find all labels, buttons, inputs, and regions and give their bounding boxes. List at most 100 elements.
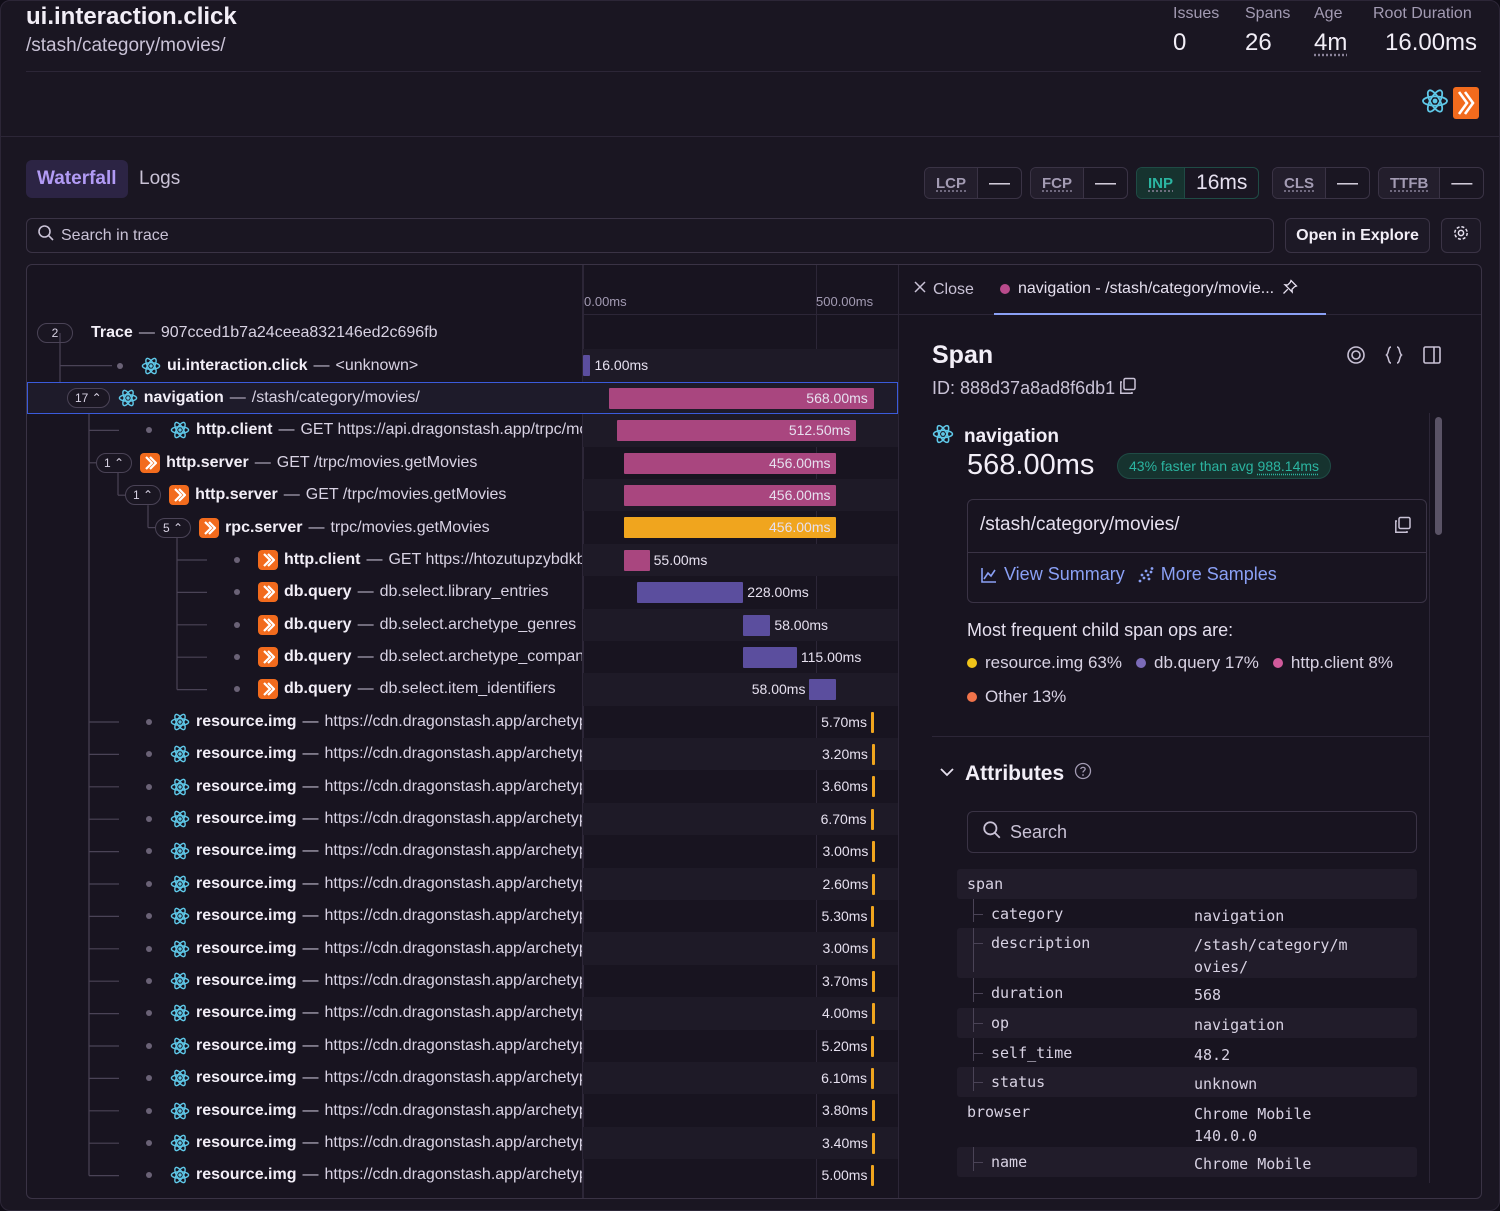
children-count-toggle[interactable]: 1 ⌃ bbox=[125, 485, 162, 506]
span-duration-bar[interactable] bbox=[871, 906, 875, 928]
span-row[interactable]: http.client — GET https://api.dragonstash.… bbox=[27, 414, 898, 447]
span-row[interactable]: resource.img — https://cdn.dragonstash.app… bbox=[27, 1061, 898, 1095]
span-duration-bar[interactable] bbox=[743, 646, 797, 668]
span-duration-bar[interactable] bbox=[871, 1165, 875, 1187]
span-duration-bar[interactable] bbox=[609, 387, 874, 409]
span-duration-bar[interactable] bbox=[872, 873, 876, 895]
span-duration-bar[interactable] bbox=[637, 582, 744, 604]
span-row[interactable]: resource.img — https://cdn.dragonstash.app… bbox=[27, 835, 898, 867]
span-duration-bar[interactable] bbox=[871, 970, 875, 992]
attribute-row[interactable]: duration 568 bbox=[957, 978, 1417, 1008]
span-row[interactable]: http.client — GET https://htozutupzybdkbnk… bbox=[27, 543, 898, 577]
span-row[interactable]: db.query — db.select.library_entries 228.00… bbox=[27, 576, 898, 608]
detail-scrollbar[interactable] bbox=[1429, 413, 1445, 1183]
children-count-toggle[interactable]: 17 ⌃ bbox=[67, 387, 110, 408]
more-samples-link[interactable]: More Samples bbox=[1137, 564, 1277, 585]
vital-fcp[interactable]: FCP — bbox=[1030, 167, 1128, 199]
span-row[interactable]: resource.img — https://cdn.dragonstash.app… bbox=[27, 965, 898, 997]
span-row[interactable]: resource.img — https://cdn.dragonstash.app… bbox=[27, 1094, 898, 1126]
tree-node-dot bbox=[234, 686, 240, 693]
ruler-tick-start: 0.00ms bbox=[584, 294, 627, 309]
vital-value: 16ms bbox=[1196, 171, 1248, 194]
span-row[interactable]: db.query — db.select.item_identifiers 58.00… bbox=[27, 673, 898, 706]
span-description: https://cdn.dragonstash.app/archetypes/m… bbox=[324, 874, 582, 892]
comparison-badge[interactable]: 43% faster than avg 988.14ms bbox=[1117, 453, 1332, 479]
pin-icon[interactable] bbox=[1282, 278, 1298, 300]
attribute-row[interactable]: category navigation bbox=[957, 898, 1417, 929]
stat-age[interactable]: Age 4m bbox=[1314, 5, 1347, 57]
span-row[interactable]: 1 ⌃ http.server — GET /trpc/movies.getMovie… bbox=[27, 478, 898, 512]
focus-icon[interactable] bbox=[1346, 345, 1366, 370]
span-row[interactable]: resource.img — https://cdn.dragonstash.app… bbox=[27, 738, 898, 771]
span-duration-bar[interactable] bbox=[871, 1003, 875, 1025]
span-duration-bar[interactable] bbox=[624, 517, 837, 539]
span-row[interactable]: resource.img — https://cdn.dragonstash.app… bbox=[27, 1126, 898, 1160]
view-summary-link[interactable]: View Summary bbox=[980, 564, 1125, 585]
span-row[interactable]: 17 ⌃ navigation — /stash/category/movies/56… bbox=[27, 381, 898, 415]
tab-logs[interactable]: Logs bbox=[139, 168, 181, 189]
span-duration-bar[interactable] bbox=[583, 355, 591, 377]
json-icon[interactable] bbox=[1384, 345, 1404, 370]
span-row[interactable]: resource.img — https://cdn.dragonstash.app… bbox=[27, 932, 898, 965]
attributes-header[interactable]: Attributes bbox=[939, 762, 1092, 786]
section-divider bbox=[932, 736, 1429, 737]
span-duration-bar[interactable] bbox=[809, 679, 837, 701]
attribute-row[interactable]: browser Chrome Mobile 140.0.0 bbox=[957, 1097, 1417, 1147]
span-duration-bar[interactable] bbox=[617, 420, 857, 442]
trace-search-input[interactable]: Search in trace bbox=[26, 218, 1274, 253]
span-duration-bar[interactable] bbox=[743, 614, 771, 636]
span-duration-bar[interactable] bbox=[624, 484, 837, 506]
children-count-toggle[interactable]: 1 ⌃ bbox=[96, 452, 133, 473]
span-duration-bar[interactable] bbox=[624, 549, 650, 571]
span-row[interactable]: resource.img — https://cdn.dragonstash.app… bbox=[27, 802, 898, 836]
span-row[interactable]: ui.interaction.click — <unknown> 16.00ms bbox=[27, 349, 898, 382]
span-row[interactable]: db.query — db.select.archetype_companies 11… bbox=[27, 641, 898, 673]
span-duration-bar[interactable] bbox=[871, 1100, 875, 1122]
span-row[interactable]: resource.img — https://cdn.dragonstash.app… bbox=[27, 1159, 898, 1191]
trace-root-row[interactable]: 2 Trace — 907cced1b7a24ceea832146ed2c696… bbox=[27, 317, 582, 349]
span-duration-bar[interactable] bbox=[624, 452, 837, 474]
tab-waterfall[interactable]: Waterfall bbox=[26, 160, 128, 198]
copy-icon[interactable] bbox=[1119, 377, 1137, 400]
vital-cls[interactable]: CLS — bbox=[1272, 167, 1370, 199]
span-duration-bar[interactable] bbox=[870, 1067, 874, 1089]
close-button[interactable]: Close bbox=[913, 280, 974, 299]
tab-span-detail[interactable]: navigation - /stash/category/movie... bbox=[994, 265, 1326, 315]
open-in-explore-button[interactable]: Open in Explore bbox=[1285, 218, 1430, 253]
span-duration-bar[interactable] bbox=[872, 841, 876, 863]
attribute-search-input[interactable]: Search bbox=[967, 811, 1417, 853]
span-duration-bar[interactable] bbox=[871, 744, 875, 766]
copy-icon[interactable] bbox=[1394, 516, 1412, 539]
span-duration-bar[interactable] bbox=[870, 711, 874, 733]
span-row[interactable]: resource.img — https://cdn.dragonstash.app… bbox=[27, 770, 898, 802]
help-icon[interactable] bbox=[1074, 762, 1092, 786]
panel-layout-icon[interactable] bbox=[1422, 345, 1442, 370]
vital-lcp[interactable]: LCP — bbox=[924, 167, 1022, 199]
span-duration-bar[interactable] bbox=[871, 1035, 875, 1057]
attribute-row[interactable]: op navigation bbox=[957, 1008, 1417, 1038]
span-row[interactable]: resource.img — https://cdn.dragonstash.app… bbox=[27, 900, 898, 932]
attribute-row[interactable]: description/stash/category/m​ovies/ bbox=[957, 928, 1417, 979]
children-count-toggle[interactable]: 5 ⌃ bbox=[155, 517, 192, 538]
span-duration-bar[interactable] bbox=[871, 776, 875, 798]
span-duration-bar[interactable] bbox=[870, 808, 874, 830]
attribute-row[interactable]: name Chrome Mobile bbox=[957, 1147, 1417, 1177]
trace-children-count[interactable]: 2 bbox=[37, 323, 73, 343]
span-row[interactable]: resource.img — https://cdn.dragonstash.app… bbox=[27, 1030, 898, 1062]
vital-ttfb[interactable]: TTFB — bbox=[1378, 167, 1485, 199]
span-row[interactable]: resource.img — https://cdn.dragonstash.app… bbox=[27, 706, 898, 738]
span-duration-bar[interactable] bbox=[871, 1132, 875, 1154]
span-duration-bar[interactable] bbox=[872, 938, 876, 960]
span-row[interactable]: db.query — db.select.archetype_genres 58.00… bbox=[27, 608, 898, 641]
span-row[interactable]: resource.img — https://cdn.dragonstash.app… bbox=[27, 867, 898, 901]
attribute-row[interactable]: self_time 48.2 bbox=[957, 1037, 1417, 1068]
span-row[interactable]: 5 ⌃ rpc.server — trpc/movies.getMovies 456.0… bbox=[27, 511, 898, 543]
vital-inp[interactable]: INP 16ms bbox=[1136, 167, 1260, 199]
attribute-row[interactable]: status unknown bbox=[957, 1067, 1417, 1098]
settings-button[interactable] bbox=[1441, 218, 1481, 253]
chart-icon bbox=[981, 567, 996, 583]
attribute-row[interactable]: span bbox=[957, 869, 1417, 899]
span-row[interactable]: 1 ⌃ http.server — GET /trpc/movies.getMovie… bbox=[27, 447, 898, 479]
scrollbar-thumb[interactable] bbox=[1435, 417, 1442, 535]
span-row[interactable]: resource.img — https://cdn.dragonstash.app… bbox=[27, 997, 898, 1030]
